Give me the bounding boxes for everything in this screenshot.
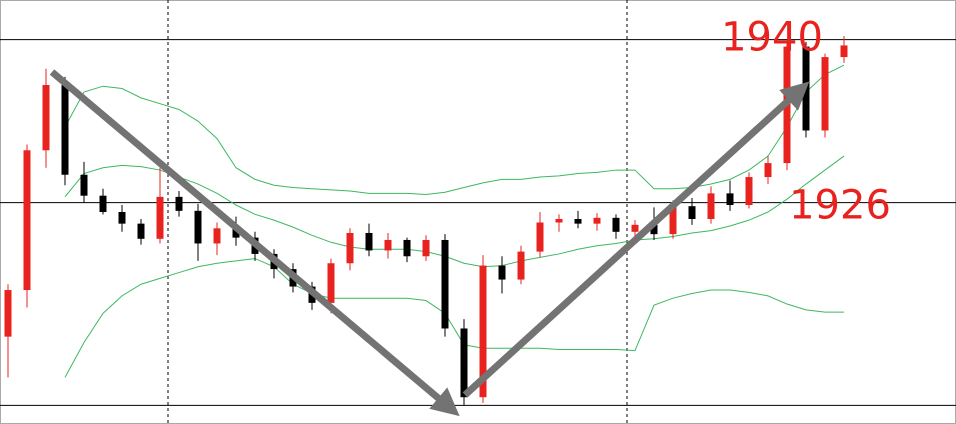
candle-body (631, 224, 639, 232)
price-annotation: 1926 (789, 183, 891, 229)
candle-body (764, 163, 772, 178)
candle-body (612, 217, 620, 232)
candle-body (574, 218, 582, 224)
candle-body (669, 206, 677, 235)
candle-body (517, 251, 525, 280)
candle-body (213, 228, 221, 244)
bollinger-band (64, 64, 845, 196)
candle-body (745, 177, 753, 206)
candle-body (593, 217, 601, 224)
candle-body (536, 222, 544, 252)
candle-body (821, 57, 829, 131)
candle-body (346, 232, 354, 264)
candle-body (384, 239, 392, 251)
candle-body (650, 224, 658, 235)
trend-arrow (49, 69, 460, 417)
candle-body (194, 210, 202, 244)
candle-body (365, 232, 373, 251)
candle-body (156, 196, 164, 239)
candle-body (61, 85, 69, 175)
candle-body (80, 174, 88, 196)
candle-body (4, 290, 12, 337)
candle-body (479, 265, 487, 398)
candle-body (327, 263, 335, 303)
candle-body (403, 239, 411, 257)
candle-body (42, 85, 50, 151)
candle-body (118, 212, 126, 224)
candle-body (99, 195, 107, 212)
price-annotation: 1940 (721, 15, 823, 61)
candle-body (688, 206, 696, 219)
candle-body (23, 150, 31, 291)
candle-body (840, 45, 848, 58)
candle-body (175, 196, 183, 211)
candle-body (441, 239, 449, 329)
candle-body (422, 239, 430, 257)
candle-body (137, 223, 145, 239)
candle-body (498, 265, 506, 280)
bollinger-band (64, 258, 844, 378)
candle-body (555, 218, 563, 223)
candle-body (232, 228, 240, 238)
candle-body (707, 193, 715, 219)
candle-body (460, 328, 468, 398)
candle-body (726, 193, 734, 206)
trend-arrow (462, 81, 810, 398)
bollinger-band (64, 155, 845, 268)
